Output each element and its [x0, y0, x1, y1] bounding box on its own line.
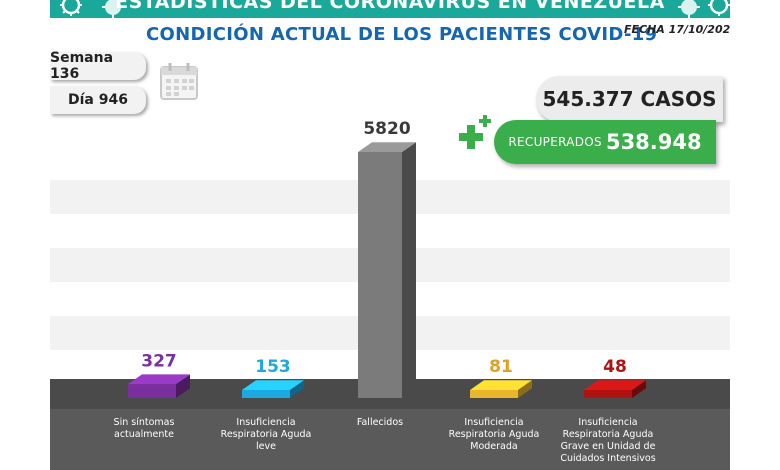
category-label: Insuficiencia Respiratoria Aguda Moderad… — [448, 417, 540, 452]
bar-front — [584, 390, 632, 398]
data-label: 153 — [255, 357, 291, 377]
recovered-label: RECUPERADOS — [508, 135, 602, 149]
category-label: Insuficiencia Respiratoria Aguda Grave e… — [560, 417, 656, 464]
category-label: Sin síntomas actualmente — [113, 417, 175, 440]
recovered-value: 538.948 — [605, 130, 702, 154]
recovered-box: RECUPERADOS 538.948 — [494, 120, 716, 164]
bar-top — [470, 380, 532, 390]
virus-icon — [678, 0, 700, 18]
bar-chart: 327 153 5820 81 48 — [128, 119, 646, 398]
calendar-icon — [160, 63, 198, 100]
infographic-card: ESTADÍSTICAS DEL CORONAVIRUS EN VENEZUEL… — [50, 0, 730, 470]
data-label: 327 — [141, 351, 177, 371]
virus-icon — [60, 0, 82, 16]
banner-title: ESTADÍSTICAS DEL CORONAVIRUS EN VENEZUEL… — [115, 0, 665, 13]
header-banner: ESTADÍSTICAS DEL CORONAVIRUS EN VENEZUEL… — [50, 0, 730, 18]
bar — [470, 380, 532, 398]
category-label: Insuficiencia Respiratoria Aguda leve — [220, 417, 312, 452]
bar-front — [128, 384, 176, 398]
bar — [358, 142, 416, 398]
bar-side — [176, 374, 190, 398]
chart-subtitle: CONDICIÓN ACTUAL DE LOS PACIENTES COVID-… — [146, 24, 658, 45]
bar-side — [632, 380, 646, 398]
bar-front — [242, 390, 290, 398]
report-date: FECHA 17/10/2022 — [624, 23, 730, 36]
bar-top — [128, 374, 190, 385]
category-label: Fallecidos — [356, 417, 404, 428]
day-badge: Día 946 — [50, 86, 146, 114]
bar-side — [402, 142, 416, 398]
bar-side — [290, 380, 304, 398]
bar-front — [470, 390, 518, 398]
bar-top — [358, 142, 416, 152]
plus-icon — [479, 115, 491, 127]
data-label: 81 — [489, 357, 513, 377]
total-cases-box: 545.377 CASOS — [536, 76, 723, 122]
bar — [584, 380, 646, 398]
bar — [128, 374, 190, 398]
data-label: 5820 — [363, 119, 410, 139]
bar-front — [358, 152, 402, 398]
virus-icon — [102, 0, 124, 18]
bar-top — [242, 380, 304, 390]
plus-icon — [459, 125, 483, 149]
bar — [242, 380, 304, 398]
bar-side — [518, 380, 532, 398]
virus-icon — [708, 0, 730, 16]
label-panel — [50, 409, 730, 470]
week-badge: Semana 136 — [50, 50, 146, 82]
data-label: 48 — [603, 357, 627, 377]
bar-top — [584, 380, 646, 390]
